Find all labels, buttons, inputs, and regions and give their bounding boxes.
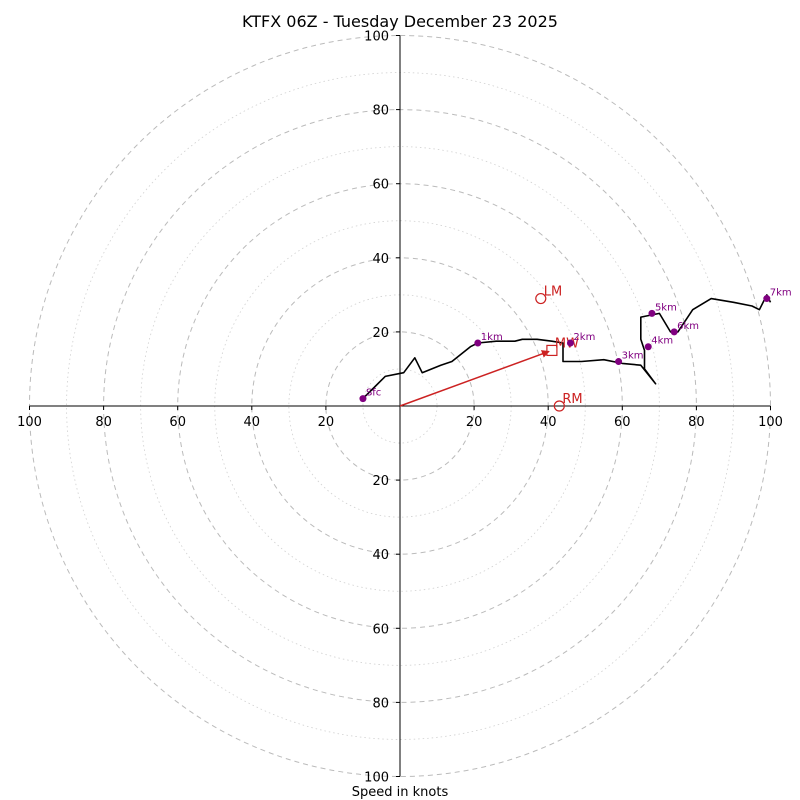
x-tick-label: 100: [17, 415, 42, 430]
x-tick-label: 20: [466, 415, 483, 430]
height-marker-label: 1km: [481, 332, 503, 343]
height-marker-label: Sfc: [366, 388, 381, 399]
height-marker: [359, 395, 367, 403]
y-tick-label: 80: [372, 104, 389, 119]
height-marker: [566, 339, 574, 347]
y-tick-label: 60: [372, 178, 389, 193]
y-tick-label: 80: [372, 696, 389, 711]
storm-motion-label: RM: [562, 392, 582, 407]
height-marker-label: 6km: [677, 321, 699, 332]
y-tick-label: 60: [372, 622, 389, 637]
storm-motion: LM MW RM: [399, 285, 583, 412]
x-tick-label: 20: [318, 415, 335, 430]
y-tick-label: 40: [372, 252, 389, 267]
y-tick-label: 20: [372, 326, 389, 341]
wind-trace: [362, 294, 772, 400]
x-tick-label: 100: [758, 415, 783, 430]
tick-labels: 100 80 60 40 20 20 40 60 80 100 100 80 60 40 20 20 40 60 8…: [17, 30, 783, 786]
height-marker-label: 2km: [573, 332, 595, 343]
height-marker-label: 4km: [651, 336, 673, 347]
x-tick-label: 40: [244, 415, 261, 430]
height-marker: [644, 343, 652, 351]
x-axis-label: Speed in knots: [352, 785, 449, 800]
y-tick-label: 40: [372, 548, 389, 563]
y-tick-label: 20: [372, 474, 389, 489]
height-marker-label: 3km: [622, 351, 644, 362]
storm-motion-marker: [535, 292, 547, 305]
x-tick-label: 40: [540, 415, 557, 430]
mean-wind-vector: [399, 350, 550, 407]
hodograph-line: [362, 294, 772, 400]
height-marker: [615, 358, 623, 366]
height-marker: [648, 309, 656, 317]
x-tick-label: 60: [614, 415, 631, 430]
storm-motion-marker: [546, 344, 558, 357]
storm-motion-label: MW: [555, 336, 579, 351]
x-tick-label: 80: [95, 415, 112, 430]
height-marker-label: 5km: [655, 302, 677, 313]
x-tick-label: 60: [169, 415, 186, 430]
storm-motion-label: LM: [544, 285, 562, 300]
y-tick-label: 100: [364, 771, 389, 786]
height-marker: [474, 339, 482, 347]
height-marker-label: 7km: [770, 288, 792, 299]
height-marker: [763, 295, 771, 303]
storm-motion-marker: [553, 400, 565, 412]
x-tick-label: 80: [688, 415, 705, 430]
chart-title: KTFX 06Z - Tuesday December 23 2025: [242, 12, 558, 31]
height-marker: [670, 328, 678, 336]
y-tick-label: 100: [364, 30, 389, 45]
